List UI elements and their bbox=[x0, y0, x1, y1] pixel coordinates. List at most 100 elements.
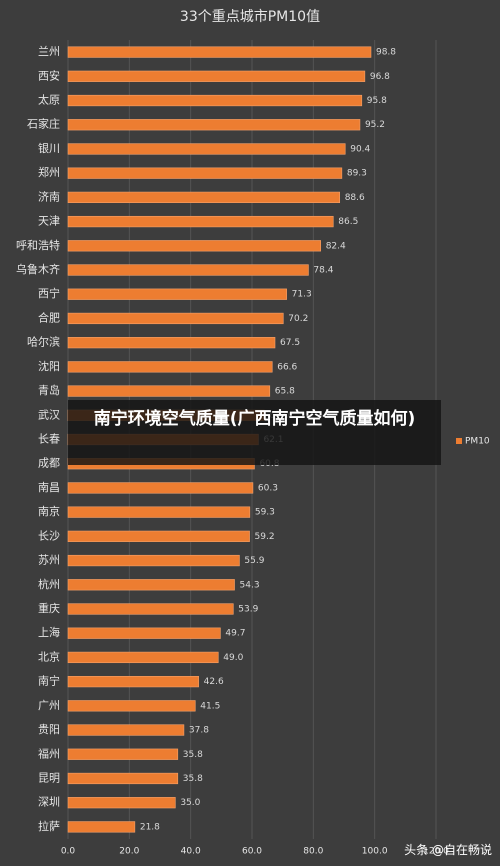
bar bbox=[67, 603, 234, 615]
y-tick-label: 西安 bbox=[38, 68, 60, 82]
bar bbox=[67, 700, 196, 712]
bar bbox=[67, 797, 176, 809]
x-tick-label: 40.0 bbox=[181, 847, 201, 857]
y-tick-label: 福州 bbox=[38, 746, 60, 760]
bar bbox=[67, 70, 366, 82]
bar bbox=[67, 288, 287, 300]
x-tick-label: 60.0 bbox=[242, 847, 262, 857]
value-label: 49.0 bbox=[223, 653, 243, 663]
y-tick-label: 南昌 bbox=[38, 481, 60, 494]
y-tick-label: 贵阳 bbox=[38, 723, 60, 736]
x-tick-label: 120.0 bbox=[423, 847, 449, 857]
bar bbox=[67, 94, 363, 107]
y-tick-label: 哈尔滨 bbox=[27, 335, 60, 349]
bar bbox=[67, 361, 273, 373]
y-tick-label: 长沙 bbox=[38, 529, 60, 542]
value-label: 65.8 bbox=[275, 387, 295, 397]
bar bbox=[67, 821, 136, 833]
value-label: 54.3 bbox=[240, 580, 260, 590]
value-label: 49.7 bbox=[225, 629, 245, 639]
legend-label: PM10 bbox=[465, 437, 490, 447]
y-tick-label: 济南 bbox=[38, 189, 60, 203]
bar bbox=[67, 748, 179, 760]
bar bbox=[67, 554, 240, 567]
overlay-title: 南宁环境空气质量(广西南宁空气质量如何) bbox=[68, 400, 441, 465]
value-label: 55.9 bbox=[244, 556, 264, 566]
y-tick-label: 武汉 bbox=[38, 408, 60, 421]
y-tick-label: 合肥 bbox=[38, 310, 60, 324]
bar bbox=[67, 191, 341, 204]
bar bbox=[67, 46, 372, 58]
value-label: 42.6 bbox=[204, 677, 224, 687]
y-tick-label: 苏州 bbox=[38, 554, 60, 567]
value-label: 78.4 bbox=[313, 266, 333, 276]
y-tick-label: 北京 bbox=[38, 649, 60, 663]
y-tick-label: 广州 bbox=[38, 699, 60, 712]
y-tick-label: 成都 bbox=[38, 457, 60, 470]
value-label: 37.8 bbox=[189, 726, 209, 736]
y-tick-label: 昆明 bbox=[38, 771, 60, 784]
bar bbox=[67, 627, 221, 639]
value-label: 86.5 bbox=[338, 217, 358, 227]
bar bbox=[67, 215, 334, 228]
bar bbox=[67, 675, 199, 688]
y-tick-label: 沈阳 bbox=[38, 359, 60, 373]
y-tick-label: 石家庄 bbox=[27, 117, 60, 131]
x-tick-label: 80.0 bbox=[303, 847, 323, 857]
value-label: 59.3 bbox=[255, 508, 275, 518]
y-tick-label: 银川 bbox=[38, 141, 60, 155]
bar bbox=[67, 337, 276, 349]
y-tick-label: 深圳 bbox=[38, 796, 60, 809]
value-label: 66.6 bbox=[277, 362, 297, 372]
y-tick-label: 青岛 bbox=[38, 383, 60, 397]
bar bbox=[67, 579, 235, 591]
value-label: 67.5 bbox=[280, 338, 300, 348]
y-tick-label: 杭州 bbox=[38, 577, 60, 591]
y-tick-label: 南京 bbox=[38, 504, 60, 518]
bar bbox=[67, 240, 321, 252]
bar bbox=[67, 143, 346, 155]
value-label: 21.8 bbox=[140, 822, 160, 832]
y-tick-label: 上海 bbox=[38, 625, 60, 639]
y-tick-label: 长春 bbox=[38, 433, 60, 446]
chart-title: 33个重点城市PM10值 bbox=[180, 8, 320, 25]
value-label: 71.3 bbox=[292, 290, 312, 300]
y-tick-label: 乌鲁木齐 bbox=[16, 262, 60, 276]
y-tick-label: 重庆 bbox=[38, 601, 60, 615]
bar bbox=[67, 312, 284, 325]
value-label: 41.5 bbox=[200, 701, 220, 711]
bar bbox=[67, 530, 250, 542]
bar bbox=[67, 385, 271, 397]
y-tick-label: 拉萨 bbox=[38, 819, 60, 833]
x-tick-label: 0.0 bbox=[61, 847, 76, 857]
value-label: 89.3 bbox=[347, 169, 367, 179]
value-label: 82.4 bbox=[326, 241, 346, 251]
bar bbox=[67, 772, 179, 785]
bar bbox=[67, 167, 343, 179]
legend-swatch bbox=[456, 438, 462, 444]
value-label: 95.8 bbox=[367, 96, 387, 106]
value-label: 95.2 bbox=[365, 120, 385, 130]
value-label: 70.2 bbox=[288, 314, 308, 324]
y-tick-label: 太原 bbox=[38, 94, 60, 107]
y-tick-label: 南宁 bbox=[38, 674, 60, 688]
value-label: 88.6 bbox=[345, 193, 365, 203]
x-tick-label: 100.0 bbox=[362, 847, 388, 857]
y-tick-label: 郑州 bbox=[38, 165, 60, 179]
value-label: 98.8 bbox=[376, 48, 396, 58]
value-label: 60.3 bbox=[258, 483, 278, 493]
value-label: 59.2 bbox=[255, 532, 275, 542]
bar bbox=[67, 724, 185, 736]
watermark: 头条 @自在畅说 bbox=[404, 843, 492, 857]
bar bbox=[67, 506, 251, 518]
value-label: 35.8 bbox=[183, 750, 203, 760]
bar bbox=[67, 482, 254, 494]
bar bbox=[67, 264, 309, 276]
value-label: 53.9 bbox=[238, 604, 258, 614]
y-tick-label: 兰州 bbox=[38, 45, 60, 58]
y-tick-label: 呼和浩特 bbox=[16, 238, 60, 252]
y-tick-label: 天津 bbox=[38, 215, 60, 228]
y-tick-label: 西宁 bbox=[38, 286, 60, 300]
value-label: 90.4 bbox=[350, 144, 370, 154]
